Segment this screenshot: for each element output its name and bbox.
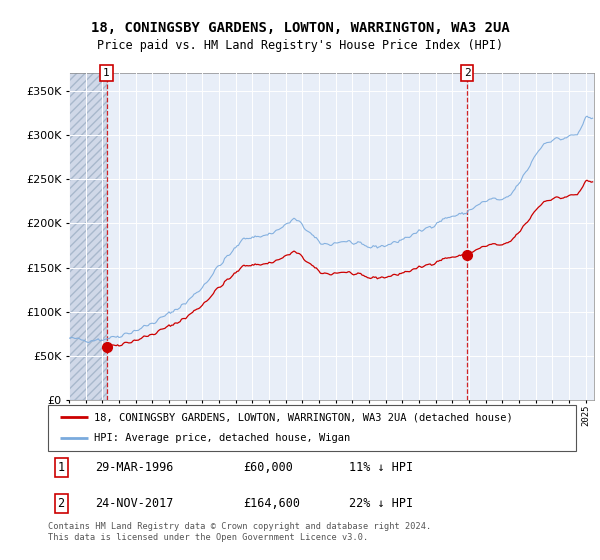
Text: 29-MAR-1996: 29-MAR-1996 — [95, 461, 174, 474]
Bar — [69, 73, 107, 400]
Text: Contains HM Land Registry data © Crown copyright and database right 2024.: Contains HM Land Registry data © Crown c… — [48, 522, 431, 531]
Text: 18, CONINGSBY GARDENS, LOWTON, WARRINGTON, WA3 2UA: 18, CONINGSBY GARDENS, LOWTON, WARRINGTO… — [91, 21, 509, 35]
Bar — [69, 73, 107, 400]
Text: 1: 1 — [58, 461, 65, 474]
Text: 2: 2 — [464, 68, 471, 78]
Text: 24-NOV-2017: 24-NOV-2017 — [95, 497, 174, 510]
Text: £60,000: £60,000 — [244, 461, 293, 474]
FancyBboxPatch shape — [48, 405, 576, 451]
Text: 22% ↓ HPI: 22% ↓ HPI — [349, 497, 413, 510]
Text: HPI: Average price, detached house, Wigan: HPI: Average price, detached house, Wiga… — [94, 433, 351, 444]
Text: This data is licensed under the Open Government Licence v3.0.: This data is licensed under the Open Gov… — [48, 533, 368, 542]
Text: Price paid vs. HM Land Registry's House Price Index (HPI): Price paid vs. HM Land Registry's House … — [97, 39, 503, 52]
Text: 2: 2 — [58, 497, 65, 510]
Text: 18, CONINGSBY GARDENS, LOWTON, WARRINGTON, WA3 2UA (detached house): 18, CONINGSBY GARDENS, LOWTON, WARRINGTO… — [94, 412, 513, 422]
Text: 11% ↓ HPI: 11% ↓ HPI — [349, 461, 413, 474]
Text: £164,600: £164,600 — [244, 497, 301, 510]
Text: 1: 1 — [103, 68, 110, 78]
